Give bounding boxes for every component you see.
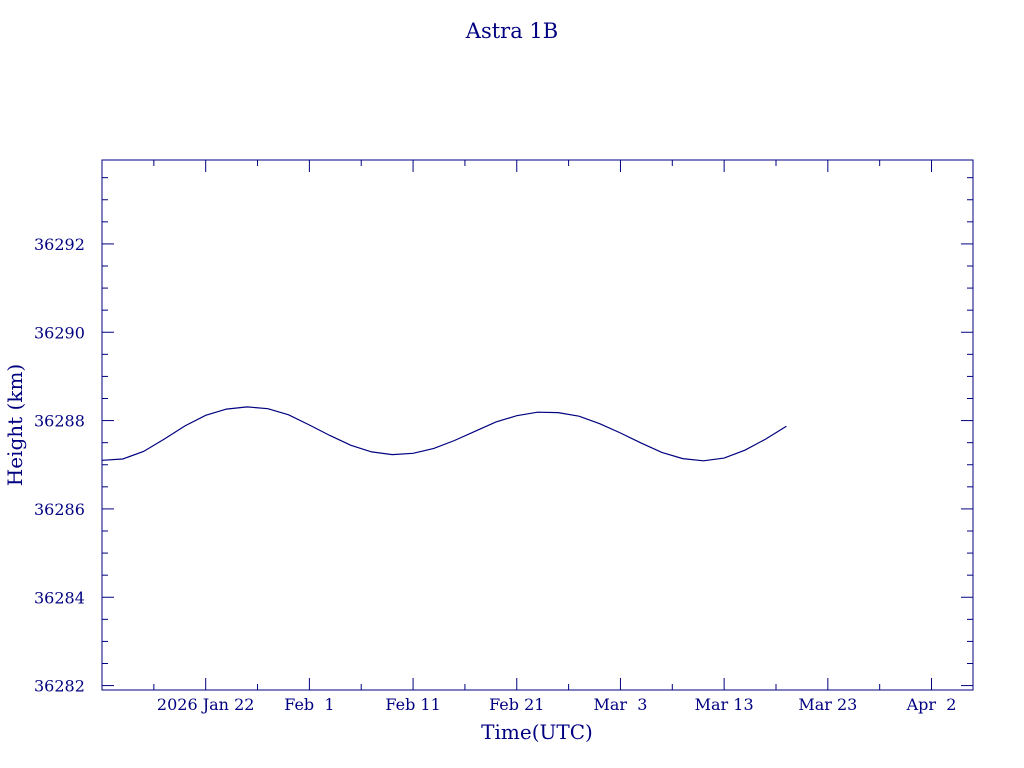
chart-title: Astra 1B	[465, 19, 558, 43]
y-tick-label: 36288	[34, 412, 85, 431]
y-tick-label: 36290	[34, 323, 85, 342]
plot-frame	[101, 159, 974, 691]
y-tick-label: 36292	[34, 235, 85, 254]
x-tick-label: Mar 23	[798, 695, 857, 714]
x-tick-label: Apr 2	[906, 695, 957, 714]
x-tick-label: Mar 3	[593, 695, 647, 714]
x-axis-label: Time(UTC)	[481, 720, 593, 744]
x-tick-labels: 2026 Jan 22 Feb 1 Feb 11 Feb 21 Mar 3 Mar 13 M…	[157, 695, 956, 714]
x-tick-label: Feb 21	[489, 695, 544, 714]
series-line	[101, 406, 787, 462]
y-axis-label: Height (km)	[3, 364, 27, 486]
x-tick-label: Feb 11	[385, 695, 440, 714]
y-tick-label: 36284	[34, 588, 85, 607]
y-tick-labels: 36282 36284 36286 36288 36290 36292	[34, 235, 85, 696]
tick-marks	[101, 160, 973, 690]
x-tick-label: Feb 1	[284, 695, 334, 714]
x-tick-label: 2026 Jan 22	[157, 695, 255, 714]
x-tick-label: Mar 13	[695, 695, 754, 714]
y-tick-label: 36286	[34, 500, 85, 519]
y-tick-label: 36282	[34, 677, 85, 696]
